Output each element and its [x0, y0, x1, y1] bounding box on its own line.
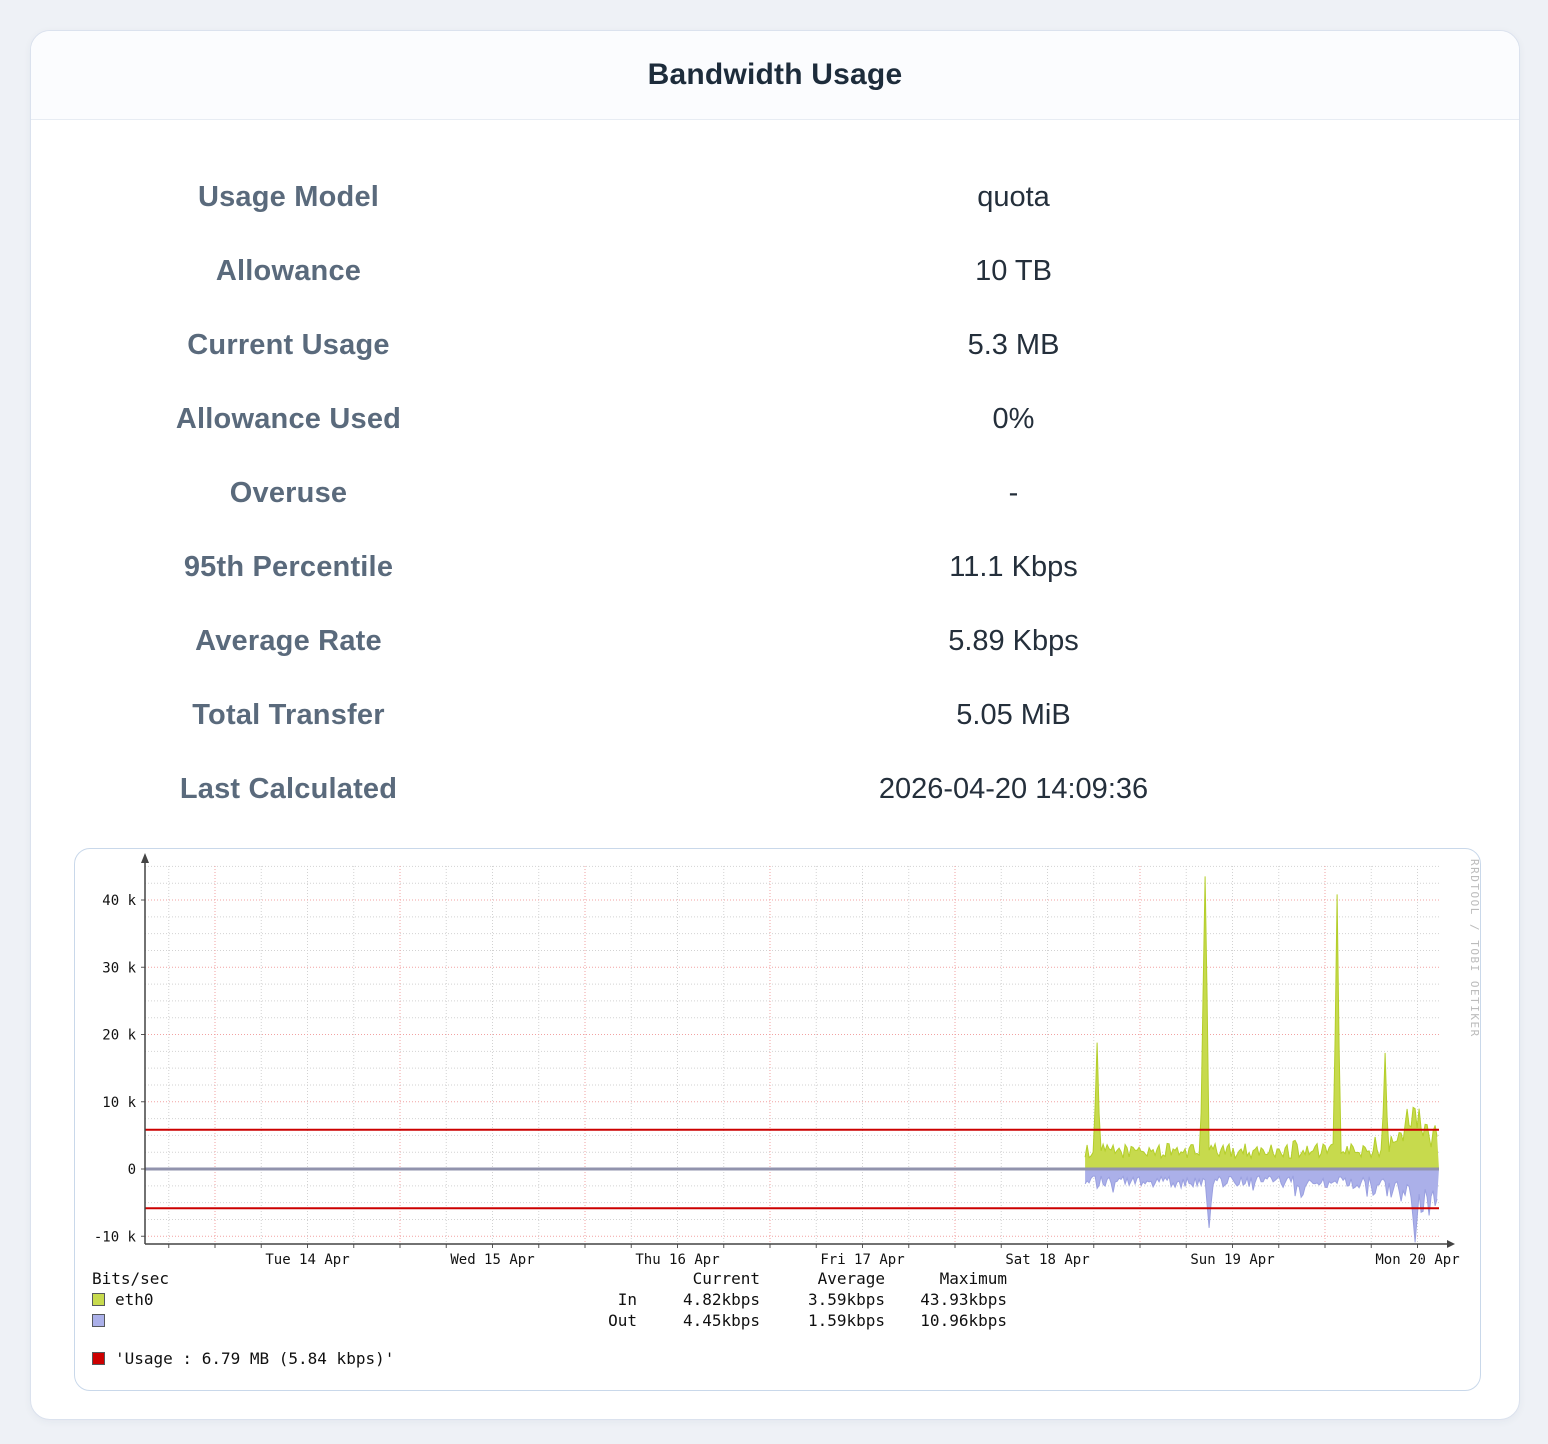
bandwidth-usage-card: Bandwidth Usage Usage Model quota Allowa… — [30, 30, 1520, 1420]
legend-in-current: 4.82kbps — [682, 1290, 760, 1309]
table-row: 95th Percentile 11.1 Kbps — [31, 530, 1519, 604]
field-label-allowance-used: Allowance Used — [175, 402, 402, 435]
x-tick-label: Sun 19 Apr — [1190, 1252, 1274, 1268]
x-tick-label: Thu 16 Apr — [635, 1252, 719, 1268]
field-value-overuse: - — [1008, 476, 1019, 509]
legend-header-current: Current — [692, 1269, 760, 1288]
y-tick-label: 30 k — [102, 960, 136, 976]
axes — [141, 853, 1455, 1248]
field-label-allowance: Allowance — [215, 254, 362, 287]
bandwidth-graph-panel: 40 k 30 k 20 k 10 k 0 -10 k Tue 14 Apr Wed 15 A… — [74, 848, 1481, 1391]
series-area-eth0-out — [1085, 1169, 1439, 1243]
table-row: Last Calculated 2026-04-20 14:09:36 — [31, 752, 1519, 826]
field-value-current-usage: 5.3 MB — [967, 328, 1060, 361]
field-label-average-rate: Average Rate — [195, 624, 382, 657]
grid-minor — [145, 865, 1439, 1244]
usage-summary-table: Usage Model quota Allowance 10 TB Curren… — [31, 120, 1519, 826]
y-tick-label: -10 k — [94, 1229, 137, 1245]
field-label-overuse: Overuse — [229, 476, 348, 509]
series-edge-eth0-out — [1084, 1175, 1438, 1243]
table-row: Current Usage 5.3 MB — [31, 308, 1519, 382]
table-row: Average Rate 5.89 Kbps — [31, 604, 1519, 678]
page-title: Bandwidth Usage — [647, 58, 903, 91]
legend-out-current: 4.45kbps — [682, 1311, 760, 1330]
legend-out-maximum: 10.96kbps — [920, 1311, 1007, 1330]
legend-header-maximum: Maximum — [939, 1269, 1007, 1288]
legend-usage-rule-text: 'Usage : 6.79 MB (5.84 kbps)' — [115, 1349, 395, 1368]
field-value-average-rate: 5.89 Kbps — [948, 624, 1079, 657]
legend-out-average: 1.59kbps — [807, 1311, 885, 1330]
y-tick-label: 40 k — [102, 893, 136, 909]
table-row: Allowance 10 TB — [31, 234, 1519, 308]
field-value-95th-percentile: 11.1 Kbps — [949, 550, 1078, 583]
legend-swatch-eth0-out — [92, 1314, 105, 1327]
legend-dir-out: Out — [608, 1311, 637, 1330]
field-value-allowance: 10 TB — [975, 254, 1052, 287]
x-tick-label: Fri 17 Apr — [820, 1252, 904, 1268]
field-label-usage-model: Usage Model — [197, 180, 380, 213]
field-label-current-usage: Current Usage — [187, 328, 390, 361]
legend-unit-label: Bits/sec — [92, 1269, 170, 1288]
table-row: Usage Model quota — [31, 160, 1519, 234]
field-label-95th-percentile: 95th Percentile — [183, 550, 394, 583]
y-tick-label: 0 — [128, 1162, 136, 1178]
y-tick-label: 10 k — [102, 1095, 136, 1111]
legend-header-average: Average — [817, 1269, 885, 1288]
series-areas — [1084, 876, 1439, 1243]
field-label-total-transfer: Total Transfer — [192, 698, 385, 731]
x-tick-label: Tue 14 Apr — [265, 1252, 349, 1268]
axis-labels: 40 k 30 k 20 k 10 k 0 -10 k Tue 14 Apr Wed 15 A… — [94, 859, 1480, 1268]
legend-in-average: 3.59kbps — [807, 1290, 885, 1309]
legend-in-maximum: 43.93kbps — [920, 1290, 1007, 1309]
table-row: Allowance Used 0% — [31, 382, 1519, 456]
x-axis-arrow — [1447, 1240, 1455, 1248]
table-row: Overuse - — [31, 456, 1519, 530]
series-edge-eth0-in — [1084, 876, 1438, 1160]
x-tick-label: Mon 20 Apr — [1375, 1252, 1459, 1268]
legend-swatch-usage-rule — [92, 1352, 105, 1365]
legend-dir-in: In — [617, 1290, 637, 1309]
field-label-last-calculated: Last Calculated — [179, 772, 398, 805]
field-value-total-transfer: 5.05 MiB — [956, 698, 1071, 731]
rrdtool-watermark: RRDTOOL / TOBI OETIKER — [1468, 859, 1480, 1038]
rule-lines — [145, 1128, 1439, 1210]
legend-swatch-eth0-in — [92, 1293, 105, 1306]
table-row: Total Transfer 5.05 MiB — [31, 678, 1519, 752]
x-tick-label: Wed 15 Apr — [450, 1252, 534, 1268]
bandwidth-graph-svg: 40 k 30 k 20 k 10 k 0 -10 k Tue 14 Apr Wed 15 A… — [94, 853, 1480, 1268]
legend-label-eth0: eth0 — [115, 1290, 154, 1309]
field-value-last-calculated: 2026-04-20 14:09:36 — [878, 772, 1149, 805]
field-value-allowance-used: 0% — [992, 402, 1035, 435]
series-area-eth0-in — [1085, 876, 1439, 1169]
field-value-usage-model: quota — [977, 180, 1050, 213]
y-axis-arrow — [141, 853, 149, 863]
y-tick-label: 20 k — [102, 1028, 136, 1044]
x-tick-label: Sat 18 Apr — [1005, 1252, 1089, 1268]
card-header: Bandwidth Usage — [31, 31, 1519, 120]
grid-major — [145, 866, 1439, 1250]
